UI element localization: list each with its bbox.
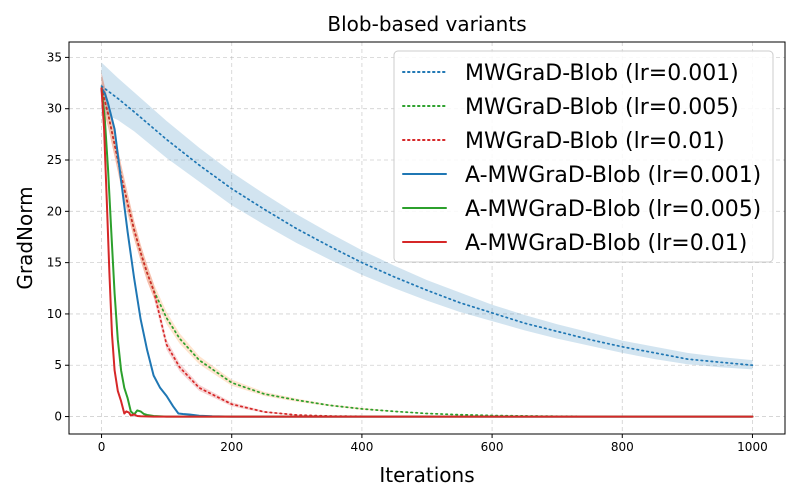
chart-title: Blob-based variants xyxy=(327,12,526,36)
y-tick-label: 15 xyxy=(47,256,62,270)
x-tick-label: 800 xyxy=(611,440,634,454)
x-tick-label: 0 xyxy=(98,440,106,454)
x-axis-label: Iterations xyxy=(379,463,474,487)
legend-label-6: A-MWGraD-Blob (lr=0.01) xyxy=(465,231,747,256)
legend-label-2: MWGraD-Blob (lr=0.005) xyxy=(465,95,739,120)
y-tick-label: 25 xyxy=(47,153,62,167)
y-tick-label: 35 xyxy=(47,50,62,64)
y-tick-label: 0 xyxy=(54,410,62,424)
line-series-2 xyxy=(100,87,754,418)
line-series-1 xyxy=(100,85,754,367)
x-tick-label: 200 xyxy=(220,440,243,454)
legend-label-5: A-MWGraD-Blob (lr=0.005) xyxy=(465,197,761,222)
legend-label-4: A-MWGraD-Blob (lr=0.001) xyxy=(465,163,761,188)
y-tick-label: 20 xyxy=(47,204,62,218)
legend: MWGraD-Blob (lr=0.001) MWGraD-Blob (lr=0.… xyxy=(393,50,774,263)
x-tick-label: 1000 xyxy=(737,440,768,454)
series-lines xyxy=(100,85,754,418)
line-series-6 xyxy=(100,87,754,418)
y-tick-label: 30 xyxy=(47,102,62,116)
y-tick-label: 10 xyxy=(47,307,62,321)
y-axis-label: GradNorm xyxy=(13,186,37,289)
plot-frame xyxy=(68,41,786,435)
axis-ticks: 0 200 400 600 800 1000 0 5 10 15 20 25 30 35 xyxy=(47,50,768,454)
x-tick-label: 600 xyxy=(481,440,504,454)
y-tick-label: 5 xyxy=(54,358,62,372)
legend-label-1: MWGraD-Blob (lr=0.001) xyxy=(465,61,739,86)
x-tick-label: 400 xyxy=(350,440,373,454)
legend-label-3: MWGraD-Blob (lr=0.01) xyxy=(465,129,725,154)
legend-box xyxy=(393,50,774,263)
